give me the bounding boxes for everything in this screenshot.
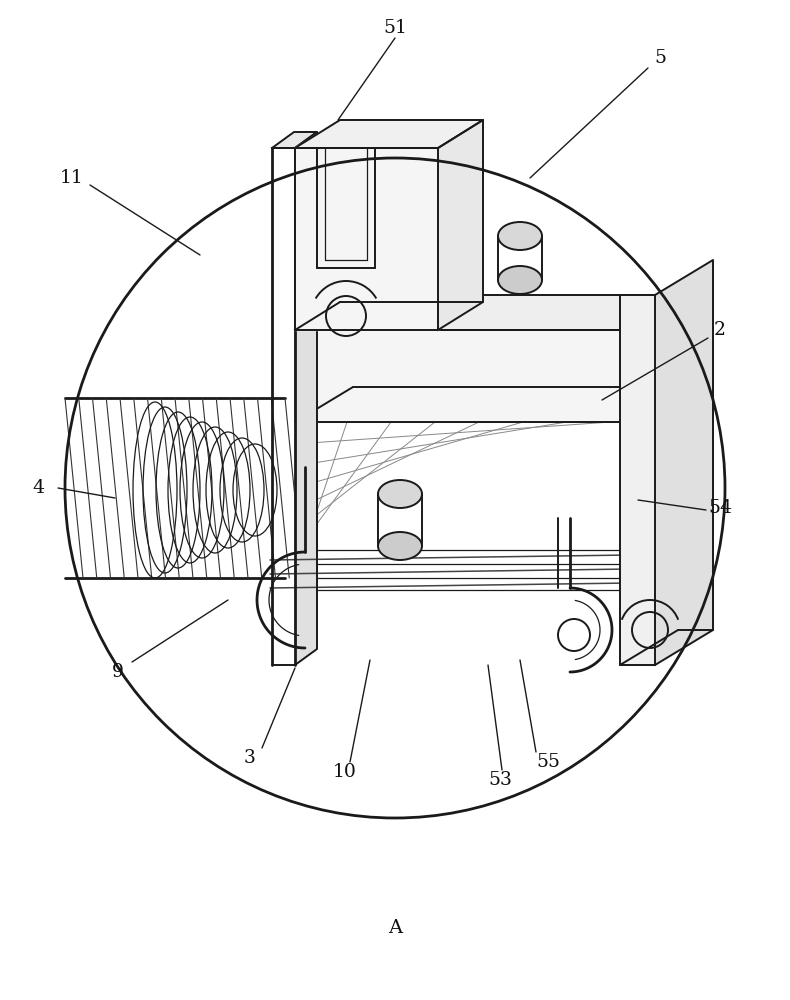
Polygon shape bbox=[272, 132, 317, 148]
Polygon shape bbox=[438, 120, 483, 330]
Polygon shape bbox=[655, 260, 713, 665]
Polygon shape bbox=[295, 132, 317, 665]
Text: 10: 10 bbox=[333, 763, 357, 781]
Text: 9: 9 bbox=[112, 663, 124, 681]
Ellipse shape bbox=[378, 532, 422, 560]
Text: 55: 55 bbox=[536, 753, 560, 771]
Polygon shape bbox=[295, 330, 655, 422]
Polygon shape bbox=[295, 148, 438, 330]
Text: A: A bbox=[388, 919, 402, 937]
Ellipse shape bbox=[498, 266, 542, 294]
Text: 53: 53 bbox=[488, 771, 512, 789]
Text: 51: 51 bbox=[383, 19, 407, 37]
Polygon shape bbox=[295, 120, 483, 148]
Ellipse shape bbox=[498, 222, 542, 250]
Text: 54: 54 bbox=[708, 499, 732, 517]
Text: 11: 11 bbox=[60, 169, 84, 187]
Polygon shape bbox=[620, 295, 655, 665]
Text: 3: 3 bbox=[244, 749, 256, 767]
Polygon shape bbox=[295, 295, 713, 330]
Polygon shape bbox=[655, 295, 713, 422]
Text: 2: 2 bbox=[714, 321, 726, 339]
Ellipse shape bbox=[378, 480, 422, 508]
Text: 4: 4 bbox=[32, 479, 44, 497]
Text: 5: 5 bbox=[654, 49, 666, 67]
